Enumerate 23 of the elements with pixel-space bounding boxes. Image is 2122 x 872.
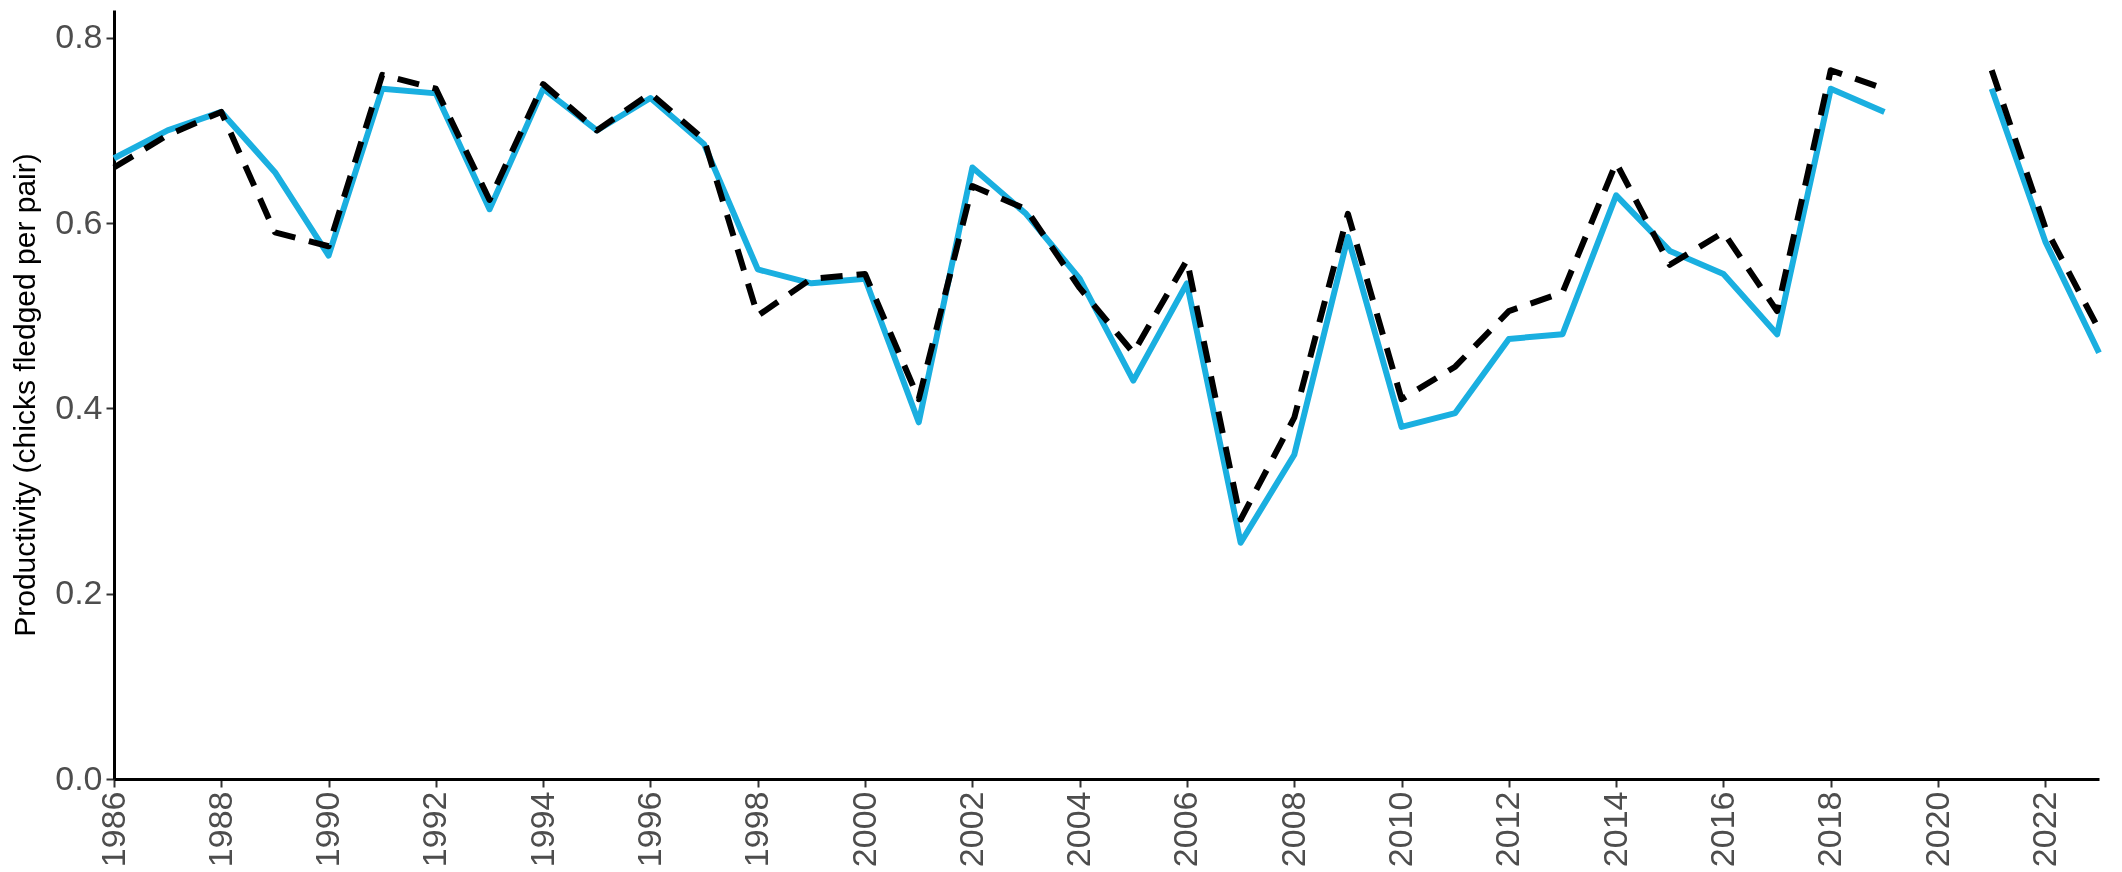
x-tick-label: 1998 [737, 791, 776, 868]
y-axis-title: Productivity (chicks fledged per pair) [8, 153, 42, 637]
x-tick-label: 2010 [1381, 791, 1420, 868]
x-tick-label: 2008 [1273, 791, 1312, 868]
x-tick-label: 2006 [1166, 791, 1205, 868]
x-tick-label: 2012 [1488, 791, 1527, 868]
x-tick-label: 2014 [1595, 791, 1634, 868]
x-tick-label: 2002 [951, 791, 990, 868]
y-tick-label: 0.8 [55, 17, 103, 56]
x-tick-label: 1996 [629, 791, 668, 868]
x-tick-label: 2004 [1059, 791, 1098, 868]
x-tick-label: 1988 [200, 791, 239, 868]
y-tick-label: 0.6 [55, 202, 103, 241]
x-tick-label: 1992 [415, 791, 454, 868]
x-tick-label: 2022 [2024, 791, 2063, 868]
x-tick-label: 2018 [1810, 791, 1849, 868]
x-tick-label: 1994 [522, 791, 561, 868]
y-tick-label: 0.4 [55, 387, 103, 426]
x-tick-label: 2020 [1917, 791, 1956, 868]
y-tick-label: 0.2 [55, 573, 103, 612]
x-tick-label: 2000 [844, 791, 883, 868]
x-tick-label: 1990 [308, 791, 347, 868]
x-tick-label: 2016 [1702, 791, 1741, 868]
